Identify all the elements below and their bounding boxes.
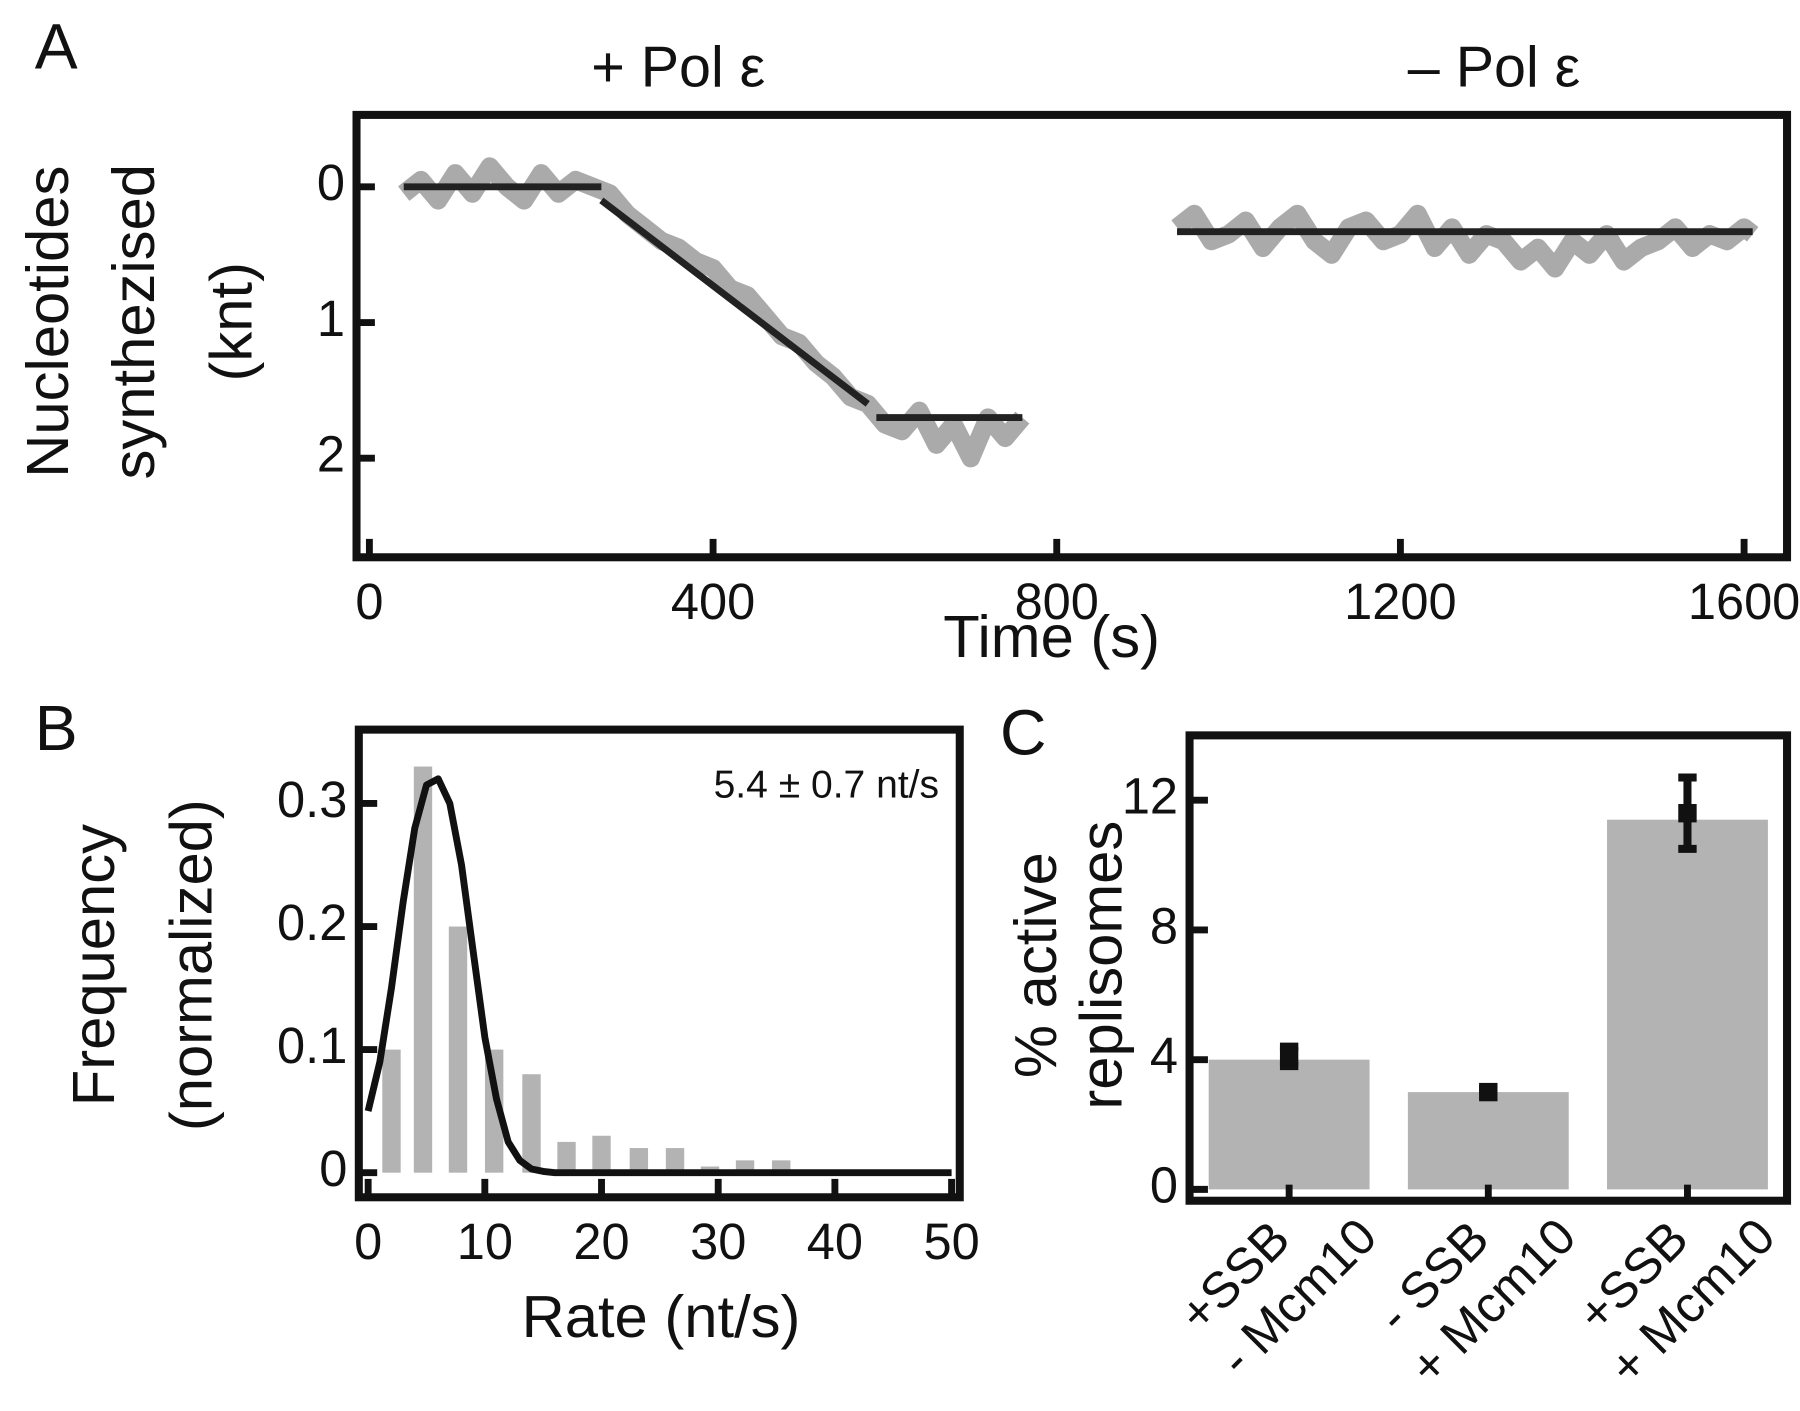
x-tick-label: 0 — [355, 573, 383, 630]
panel-letter: C — [1000, 697, 1046, 769]
x-tick-label: 20 — [573, 1213, 629, 1270]
panel-letter: B — [35, 692, 78, 764]
error-marker — [1479, 1082, 1498, 1102]
y-tick-label: 1 — [317, 290, 345, 347]
y-axis-label: Nucleotides — [14, 166, 81, 478]
y-axis-label: replisomes — [1067, 821, 1134, 1110]
x-tick-label: 30 — [690, 1213, 746, 1270]
bar — [522, 1074, 541, 1173]
y-tick-label: 2 — [317, 426, 345, 483]
trace — [398, 157, 1759, 468]
x-tick-label: 1200 — [1344, 573, 1456, 630]
fit-line — [364, 775, 952, 1177]
panel-letter: A — [35, 11, 78, 83]
y-axis-label: (normalized) — [157, 799, 224, 1131]
bar — [1407, 1092, 1569, 1190]
bar — [629, 1148, 649, 1173]
y-tick-label: 0.2 — [277, 894, 347, 951]
x-tick-label: 10 — [457, 1213, 513, 1270]
error-marker — [1279, 1047, 1299, 1066]
bar — [557, 1141, 576, 1173]
bar — [1208, 1059, 1370, 1190]
x-tick-label: 800 — [1015, 573, 1099, 630]
annotation: 5.4 ± 0.7 nt/s — [714, 763, 939, 806]
panel-title: – Pol ε — [1408, 35, 1580, 99]
bar — [665, 1148, 685, 1173]
x-axis-label: Rate (nt/s) — [522, 1283, 801, 1350]
y-tick-label: 0 — [1150, 1157, 1178, 1214]
error-marker — [1678, 804, 1697, 823]
y-tick-label: 0 — [317, 154, 345, 211]
y-tick-label: 0.3 — [277, 771, 347, 828]
x-tick-label: 40 — [807, 1213, 863, 1270]
y-axis-label: (knt) — [198, 262, 265, 381]
y-axis-label: Frequency — [60, 824, 127, 1106]
x-tick-label: 0 — [354, 1213, 382, 1270]
bar — [413, 766, 433, 1173]
axes-frame — [352, 110, 1792, 562]
bar — [1607, 819, 1768, 1190]
fit-line — [403, 183, 1753, 422]
y-tick-label: 8 — [1150, 897, 1178, 954]
x-tick-label: 400 — [671, 573, 755, 630]
y-tick-label: 0.1 — [277, 1017, 347, 1074]
axes-frame — [354, 725, 964, 1202]
y-axis-label: synthezised — [100, 164, 167, 479]
x-axis-label: Time (s) — [943, 603, 1160, 670]
x-tick-label: 50 — [923, 1213, 979, 1270]
y-tick-label: 0 — [319, 1140, 347, 1197]
y-axis-label: % active — [1002, 852, 1069, 1078]
x-tick-label: 1600 — [1688, 573, 1800, 630]
bar — [592, 1135, 611, 1173]
y-tick-label: 4 — [1150, 1027, 1178, 1084]
bar — [382, 1049, 401, 1173]
y-tick-label: 12 — [1122, 768, 1178, 825]
panel-title: + Pol ε — [591, 35, 765, 99]
bar — [448, 926, 468, 1173]
